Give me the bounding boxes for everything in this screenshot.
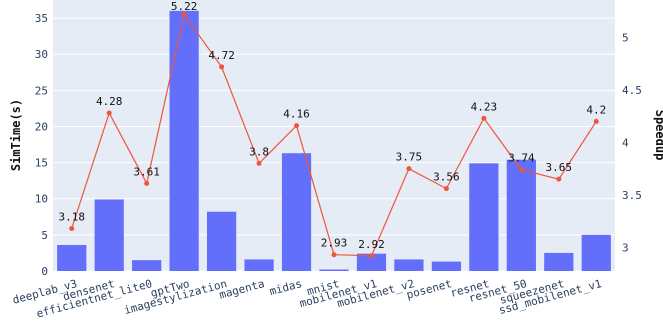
y-tick-label: 0 xyxy=(41,265,48,278)
bar xyxy=(544,252,574,271)
speedup-label: 3.61 xyxy=(133,165,160,178)
speedup-label: 3.18 xyxy=(58,210,85,223)
y-axis-ticks: 0 5 10 15 20 25 30 35 xyxy=(35,12,48,278)
bar xyxy=(356,253,387,271)
y2-tick-label: 3.5 xyxy=(622,189,642,202)
bar xyxy=(169,10,199,272)
y2-axis-ticks: 3 3.5 4 4.5 5 xyxy=(622,31,642,254)
bar xyxy=(94,199,124,271)
y2-axis-title: Speedup xyxy=(653,110,663,161)
y2-tick-label: 4.5 xyxy=(622,84,642,97)
speedup-point xyxy=(69,225,75,231)
speedup-point xyxy=(518,167,524,173)
speedup-point xyxy=(181,11,187,17)
y-tick-label: 25 xyxy=(35,84,48,97)
speedup-label: 3.74 xyxy=(508,152,535,165)
y2-tick-label: 3 xyxy=(622,241,629,254)
bar xyxy=(469,163,499,271)
speedup-label: 2.92 xyxy=(358,238,385,251)
speedup-point xyxy=(556,176,562,182)
y-tick-label: 30 xyxy=(35,48,48,61)
speedup-label: 3.75 xyxy=(396,151,423,164)
bar xyxy=(57,244,87,271)
speedup-point xyxy=(443,186,449,192)
y-tick-label: 15 xyxy=(35,157,48,170)
bar xyxy=(506,159,536,271)
speedup-point xyxy=(294,123,300,129)
bar xyxy=(319,269,349,271)
speedup-point xyxy=(144,180,150,186)
speedup-point xyxy=(106,110,112,116)
speedup-label: 3.8 xyxy=(249,145,269,158)
speedup-label: 3.56 xyxy=(433,171,460,184)
speedup-point xyxy=(219,64,225,70)
y2-tick-label: 4 xyxy=(622,136,629,149)
speedup-point xyxy=(406,166,412,172)
y-tick-label: 10 xyxy=(35,193,48,206)
x-axis-ticks: deeplab_v3densenetefficientnet_lite0gptT… xyxy=(11,277,603,320)
speedup-point xyxy=(331,252,337,258)
speedup-label: 4.2 xyxy=(586,103,606,116)
y-tick-label: 35 xyxy=(35,12,48,25)
bar xyxy=(244,259,274,271)
bars xyxy=(57,10,611,272)
speedup-point xyxy=(368,253,374,259)
x-tick-label: midas xyxy=(268,277,303,298)
y-tick-label: 20 xyxy=(35,120,48,133)
y-tick-label: 5 xyxy=(41,229,48,242)
speedup-label: 2.93 xyxy=(321,237,348,250)
speedup-label: 5.22 xyxy=(171,0,198,13)
bar xyxy=(581,234,611,271)
speedup-label: 4.28 xyxy=(96,95,123,108)
speedup-label: 4.72 xyxy=(208,49,235,62)
speedup-point xyxy=(593,118,599,124)
bar xyxy=(281,153,312,271)
speedup-labels: 3.18 4.28 3.61 5.22 4.72 3.8 4.16 2.93 2.92 3.75 3… xyxy=(58,0,606,251)
speedup-label: 3.65 xyxy=(546,161,573,174)
bar xyxy=(394,259,424,271)
speedup-point xyxy=(256,160,262,166)
y-axis-title: SimTime(s) xyxy=(9,99,23,171)
y2-tick-label: 5 xyxy=(622,31,629,44)
bar xyxy=(206,211,237,271)
speedup-points xyxy=(69,11,599,259)
speedup-label: 4.16 xyxy=(283,108,310,121)
speedup-label: 4.23 xyxy=(471,100,498,113)
bar xyxy=(431,261,462,271)
speedup-point xyxy=(481,115,487,121)
bar xyxy=(132,260,162,271)
